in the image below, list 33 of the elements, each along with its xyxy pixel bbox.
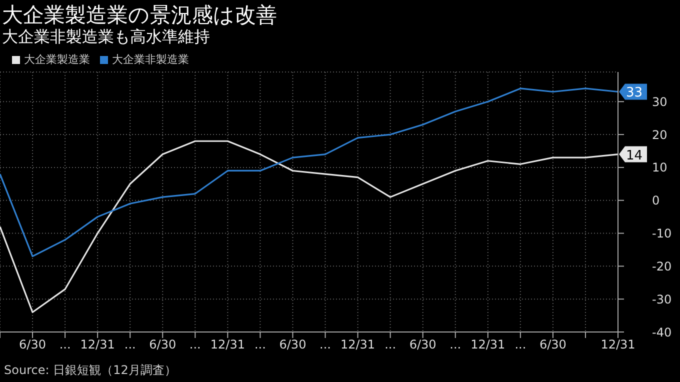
x-tick-label: 6/30 (279, 338, 306, 352)
x-tick-label: ... (320, 338, 331, 352)
x-tick-label: ... (124, 338, 136, 352)
x-tick-label: ... (514, 338, 526, 352)
data-label: 14 (626, 148, 643, 164)
x-tick-label: ... (59, 338, 71, 352)
x-tick-label: ... (450, 338, 462, 352)
x-tick-label: ... (384, 338, 396, 352)
y-tick-label: 10 (652, 160, 668, 175)
x-tick-label: 12/31 (80, 338, 115, 352)
x-tick-label: 12/31 (470, 338, 506, 352)
source-note: Source: 日銀短観（12月調査） (4, 362, 176, 379)
x-tick-label: 6/30 (539, 338, 566, 352)
x-tick-label: 6/30 (409, 338, 436, 352)
y-tick-label: 30 (652, 94, 668, 109)
x-tick-label: ... (189, 338, 201, 352)
x-tick-label: 12/31 (340, 338, 376, 352)
y-tick-label: -30 (652, 292, 672, 306)
x-tick-label: 6/30 (19, 338, 46, 352)
data-label: 33 (626, 86, 643, 101)
y-tick-label: -20 (652, 259, 672, 274)
legend-label: 大企業非製造業 (112, 53, 189, 66)
x-tick-label: 12/31 (210, 338, 245, 352)
x-tick-label: ... (254, 338, 266, 352)
x-tick-label: 12/31 (600, 338, 636, 352)
y-tick-label: -10 (652, 226, 672, 241)
chart-subtitle: 大企業非製造業も高水準維持 (2, 27, 210, 47)
y-tick-label: -40 (652, 325, 672, 340)
x-tick-label: 6/30 (149, 338, 176, 352)
chart-title: 大企業製造業の景況感は改善 (2, 2, 277, 28)
y-tick-label: 0 (652, 194, 660, 208)
y-tick-label: 20 (652, 128, 668, 142)
legend-label: 大企業製造業 (24, 53, 90, 66)
